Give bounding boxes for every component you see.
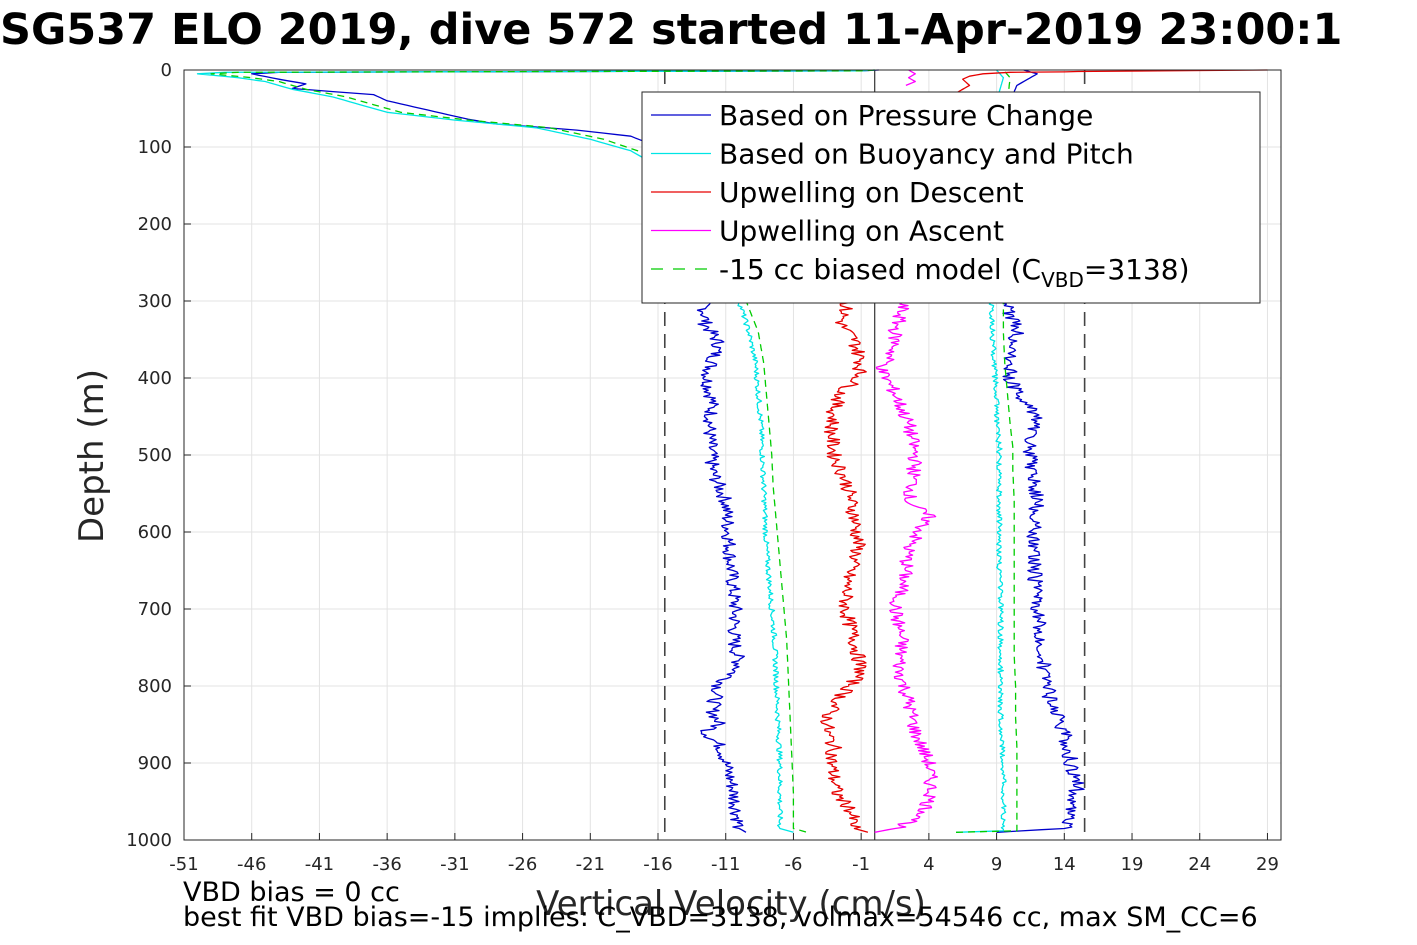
x-tick-label: 4 — [923, 854, 934, 875]
legend-label: Based on Buoyancy and Pitch — [719, 138, 1134, 171]
x-tick-label: -46 — [237, 854, 266, 875]
y-axis-label: Depth (m) — [72, 369, 112, 543]
x-tick-label: -31 — [440, 854, 469, 875]
vbd-bias-note: VBD bias = 0 cc — [183, 877, 400, 908]
chart-title: SG537 ELO 2019, dive 572 started 11-Apr-… — [0, 5, 1343, 55]
x-tick-label: 14 — [1053, 854, 1076, 875]
y-tick-label: 100 — [138, 137, 172, 158]
y-tick-label: 700 — [138, 599, 172, 620]
legend-label: Based on Pressure Change — [719, 99, 1093, 132]
x-tick-label: 9 — [991, 854, 1002, 875]
x-tick-label: -6 — [784, 854, 802, 875]
series-line-upwell_desc — [820, 292, 869, 833]
y-tick-label: 1000 — [126, 830, 172, 851]
y-tick-label: 300 — [138, 291, 172, 312]
legend-label: -15 cc biased model (CVBD=3138) — [719, 253, 1190, 292]
series-line-model_desc — [210, 69, 875, 833]
x-tick-label: -21 — [576, 854, 605, 875]
legend-box — [641, 91, 1261, 304]
series-line-upwell_asc — [874, 292, 939, 833]
x-axis-ticks: -51 -46 -41 -36 -31 -26 -21 -16 -11 -6 -1 4 9 14 19 24 2… — [169, 833, 1279, 875]
x-tick-label: 19 — [1121, 854, 1144, 875]
x-tick-label: -16 — [643, 854, 672, 875]
y-tick-label: 900 — [138, 753, 172, 774]
y-axis-ticks: 0 100 200 300 400 500 600 700 800 900 1000 — [126, 60, 191, 851]
y-tick-label: 500 — [138, 445, 172, 466]
x-tick-label: -36 — [372, 854, 401, 875]
x-tick-label: -51 — [169, 854, 198, 875]
legend-label: Upwelling on Descent — [719, 176, 1024, 209]
y-tick-label: 600 — [138, 522, 172, 543]
series-line-model_asc — [955, 69, 1018, 833]
x-tick-label: -41 — [305, 854, 334, 875]
series-line-upwell_desc_top — [955, 69, 1268, 94]
x-tick-label: -11 — [711, 854, 740, 875]
x-axis-label: Vertical Velocity (cm/s) — [536, 884, 926, 924]
x-tick-label: 24 — [1188, 854, 1211, 875]
y-tick-label: 200 — [138, 214, 172, 235]
legend: Based on Pressure Change Based on Buoyanc… — [641, 91, 1261, 304]
legend-label: Upwelling on Ascent — [719, 215, 1004, 248]
best-fit-note: best fit VBD bias=-15 implies: C_VBD=313… — [183, 902, 1258, 933]
y-tick-label: 800 — [138, 676, 172, 697]
series-line-upwell_asc_top — [905, 69, 916, 86]
x-tick-label: -26 — [508, 854, 537, 875]
y-tick-label: 400 — [138, 368, 172, 389]
x-tick-label: 29 — [1256, 854, 1279, 875]
y-tick-label: 0 — [161, 60, 172, 81]
x-tick-label: -1 — [852, 854, 870, 875]
